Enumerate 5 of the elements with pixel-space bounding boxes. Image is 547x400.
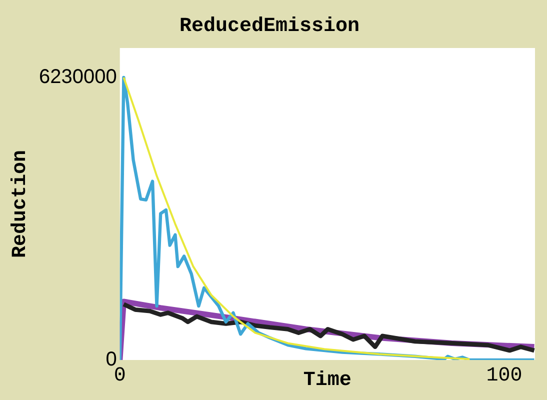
y-axis-title: Reduction [9,150,32,258]
x-axis-title: Time [303,369,352,392]
x-tick-label: 100 [486,364,522,388]
chart-title: ReducedEmission [179,15,360,38]
y-tick-label: 6230000 [38,66,117,88]
